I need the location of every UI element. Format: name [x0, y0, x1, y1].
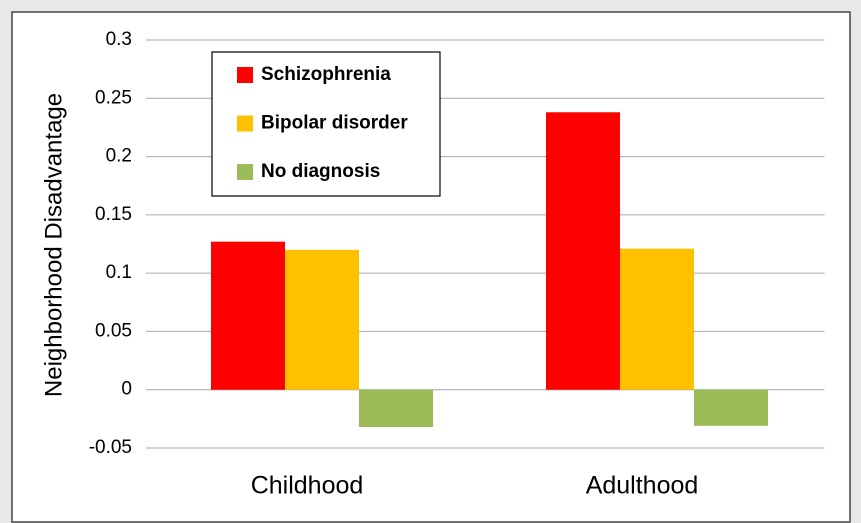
bar — [211, 241, 285, 390]
y-axis-label: Neighborhood Disadvantage — [40, 93, 67, 397]
legend-swatch — [237, 164, 253, 180]
y-tick-label: 0.2 — [106, 146, 132, 167]
y-tick-label: 0.3 — [106, 29, 132, 50]
y-tick-label: 0.25 — [95, 87, 132, 108]
legend-swatch — [237, 115, 253, 132]
bar — [285, 249, 359, 390]
y-tick-label: -0.05 — [89, 437, 132, 458]
y-tick-label: 0.15 — [95, 204, 132, 225]
y-tick-label: 0.05 — [95, 320, 132, 341]
legend-label: Schizophrenia — [261, 64, 391, 85]
x-tick-label: Adulthood — [586, 472, 699, 500]
legend-label: Bipolar disorder — [261, 113, 408, 134]
legend-label: No diagnosis — [261, 161, 380, 182]
bar — [620, 248, 694, 390]
x-tick-label: Childhood — [251, 472, 364, 500]
bar — [546, 112, 620, 390]
y-tick-label: 0 — [121, 379, 132, 400]
bar — [694, 389, 768, 426]
y-tick-label: 0.1 — [106, 262, 132, 283]
legend-swatch — [237, 67, 253, 83]
bar — [359, 389, 433, 428]
